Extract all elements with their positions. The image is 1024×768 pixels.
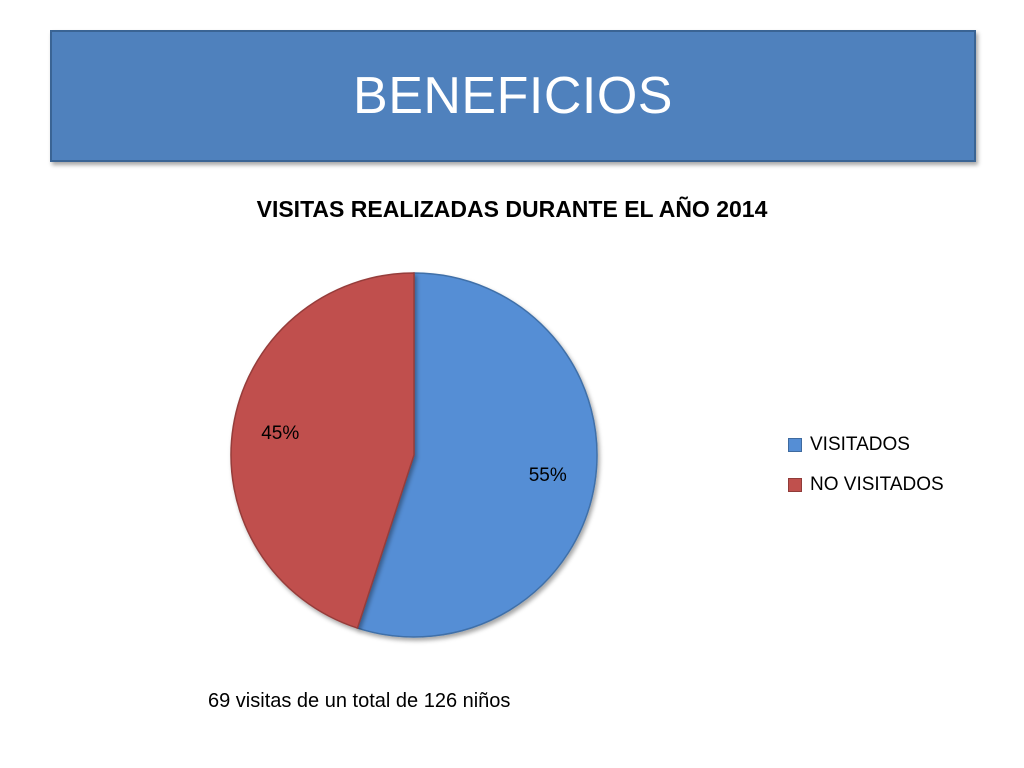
legend-swatch-visitados <box>788 438 802 452</box>
pie-slice-no-visitados <box>230 272 415 630</box>
chart-title: VISITAS REALIZADAS DURANTE EL AÑO 2014 <box>256 196 768 222</box>
title-banner: BENEFICIOS <box>50 30 976 162</box>
slide-title: BENEFICIOS <box>353 67 673 125</box>
legend-label-visitados: VISITADOS <box>810 434 910 455</box>
legend-swatch-no-visitados <box>788 478 802 492</box>
legend-item-visitados: VISITADOS <box>788 425 944 465</box>
legend-label-no-visitados: NO VISITADOS <box>810 474 944 495</box>
legend-item-no-visitados: NO VISITADOS <box>788 465 944 505</box>
data-label-visitados: 55% <box>529 465 567 486</box>
footnote: 69 visitas de un total de 126 niños <box>208 690 511 712</box>
data-label-no-visitados: 45% <box>261 423 299 444</box>
pie-slice-visitados <box>356 272 598 638</box>
chart-legend: VISITADOS NO VISITADOS <box>788 425 944 505</box>
